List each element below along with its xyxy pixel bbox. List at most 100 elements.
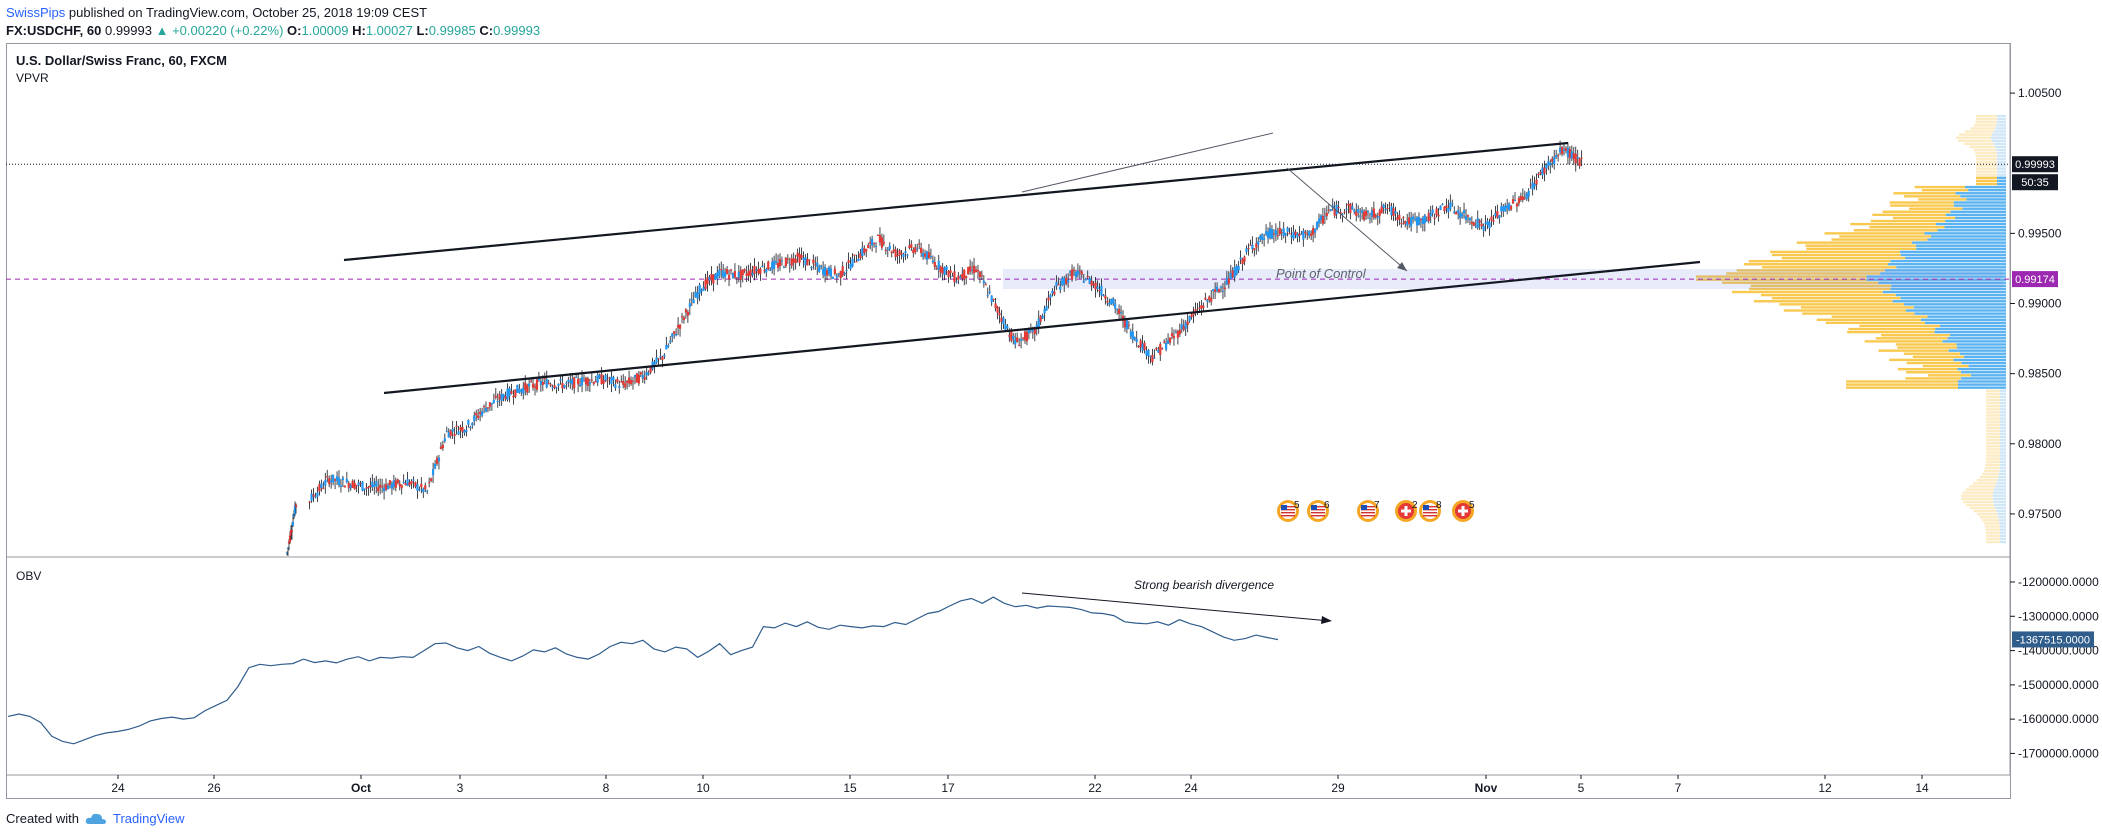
candle-up xyxy=(386,485,390,490)
candle-down xyxy=(673,331,676,334)
event-canton xyxy=(1361,505,1367,510)
volume-bar-up xyxy=(1948,349,2006,352)
candle-up xyxy=(773,260,776,269)
tradingview-brand[interactable]: TradingView xyxy=(112,811,185,826)
candle-up xyxy=(1558,147,1562,153)
candle-up xyxy=(1527,190,1530,197)
candle-up xyxy=(816,262,819,267)
volume-bar-up xyxy=(1995,145,2006,149)
candle-up xyxy=(437,457,441,462)
price-axis[interactable]: 1.00500 0.99500 0.99000 0.98500 0.98000 0.975… xyxy=(2010,86,2062,521)
volume-bar-up xyxy=(1940,324,2006,328)
volume-bar-down xyxy=(1983,522,2000,525)
event-count: 7 xyxy=(1374,500,1380,511)
candle-up xyxy=(1257,241,1260,245)
volume-bar-up xyxy=(1866,278,2006,281)
candle-down xyxy=(1155,348,1158,350)
candle-down xyxy=(1021,337,1025,339)
candle-down xyxy=(878,235,882,243)
divergence-obv-line[interactable] xyxy=(1021,592,1331,622)
candle-down xyxy=(1143,342,1146,350)
economic-events[interactable]: 5 6 7 2 8 5 xyxy=(1277,500,1475,522)
candle-down xyxy=(1170,333,1174,337)
candle-down xyxy=(1070,269,1074,280)
obv-label[interactable]: OBV xyxy=(16,569,42,583)
volume-bar-up xyxy=(1999,522,2006,525)
current-price-badge-bg xyxy=(2012,156,2058,173)
candle-up xyxy=(1133,337,1136,340)
candle-up xyxy=(443,438,446,442)
candle-down xyxy=(1178,329,1181,335)
author-link[interactable]: SwissPips xyxy=(6,5,66,20)
candle-down xyxy=(586,378,590,386)
volume-bar-up xyxy=(1996,158,2006,161)
candle-up xyxy=(1082,281,1085,283)
candle-down xyxy=(1568,149,1571,159)
candle-up xyxy=(822,268,825,275)
candle-up xyxy=(904,251,907,254)
candle-down xyxy=(1106,301,1109,303)
candle-down xyxy=(947,271,950,278)
candle-down xyxy=(1551,158,1554,162)
volume-bar-up xyxy=(1956,343,2006,346)
candle-down xyxy=(475,412,478,416)
point-of-control-label: Point of Control xyxy=(1276,266,1367,281)
volume-bar-up xyxy=(1934,330,2006,334)
us-flag-icon[interactable]: 6 xyxy=(1307,500,1330,522)
candle-down xyxy=(1025,331,1029,342)
candle-down xyxy=(1018,345,1021,347)
time-tick-label: 8 xyxy=(603,781,610,795)
indicator-label[interactable]: VPVR xyxy=(16,71,49,85)
divergence-price-line[interactable] xyxy=(1021,132,1274,193)
candle-up xyxy=(337,477,341,486)
candle-down xyxy=(825,270,829,276)
candle-down xyxy=(1511,199,1515,204)
projection-arrow-line[interactable] xyxy=(1286,167,1408,272)
candle-down xyxy=(1445,205,1448,209)
channel-upper-line[interactable] xyxy=(343,141,1569,262)
candle-up xyxy=(1415,217,1419,226)
us-flag-icon[interactable]: 7 xyxy=(1357,500,1380,522)
candle-up xyxy=(508,388,511,397)
volume-bar-down xyxy=(1956,136,1992,139)
candle-up xyxy=(1116,309,1119,311)
candle-down xyxy=(865,249,868,252)
volume-bar-down xyxy=(1975,155,1997,158)
obv-axis[interactable]: -1200000.0000-1300000.0000-1400000.0000-… xyxy=(2010,575,2099,760)
volume-bar-up xyxy=(1949,334,2006,337)
candle-up xyxy=(761,265,764,267)
volume-bar-down xyxy=(1831,315,1928,318)
volume-bar-up xyxy=(1896,266,2006,269)
candle-down xyxy=(961,273,964,279)
volume-bar-up xyxy=(2000,417,2006,420)
candle-up xyxy=(1019,339,1023,341)
candle-down xyxy=(967,267,970,275)
candle-down xyxy=(1480,223,1483,227)
candle-down xyxy=(420,483,423,488)
us-flag-icon[interactable]: 5 xyxy=(1277,500,1300,522)
us-flag-icon[interactable]: 8 xyxy=(1419,500,1442,522)
candle-down xyxy=(1380,206,1383,213)
volume-bar-down xyxy=(1964,130,1994,133)
volume-bar-down xyxy=(1976,167,1997,170)
volume-bar-up xyxy=(1900,253,2006,257)
swiss-flag-icon[interactable]: 5 xyxy=(1452,500,1475,522)
time-axis[interactable]: 24 26 Oct 3 8 10 15 17 22 24 29 Nov 5 7 12 14 xyxy=(111,775,1929,795)
candle-down xyxy=(1543,167,1546,174)
obv-tick-label: -1700000.0000 xyxy=(2018,746,2099,760)
candle-up xyxy=(516,384,519,393)
swiss-flag-icon[interactable]: 2 xyxy=(1395,500,1418,522)
volume-bar-down xyxy=(1928,374,1971,377)
candle-up xyxy=(496,401,499,403)
candle-down xyxy=(629,380,633,385)
trend-drawings[interactable]: Point of Control xyxy=(343,132,1701,395)
volume-bar-up xyxy=(1997,170,2006,173)
candle-down xyxy=(308,501,311,503)
channel-lower-line[interactable] xyxy=(383,260,1701,395)
candle-up xyxy=(1547,161,1550,166)
volume-bar-up xyxy=(1944,225,2006,229)
candle-down xyxy=(863,248,866,253)
candle-down xyxy=(1372,208,1375,218)
candle-down xyxy=(1433,217,1436,219)
